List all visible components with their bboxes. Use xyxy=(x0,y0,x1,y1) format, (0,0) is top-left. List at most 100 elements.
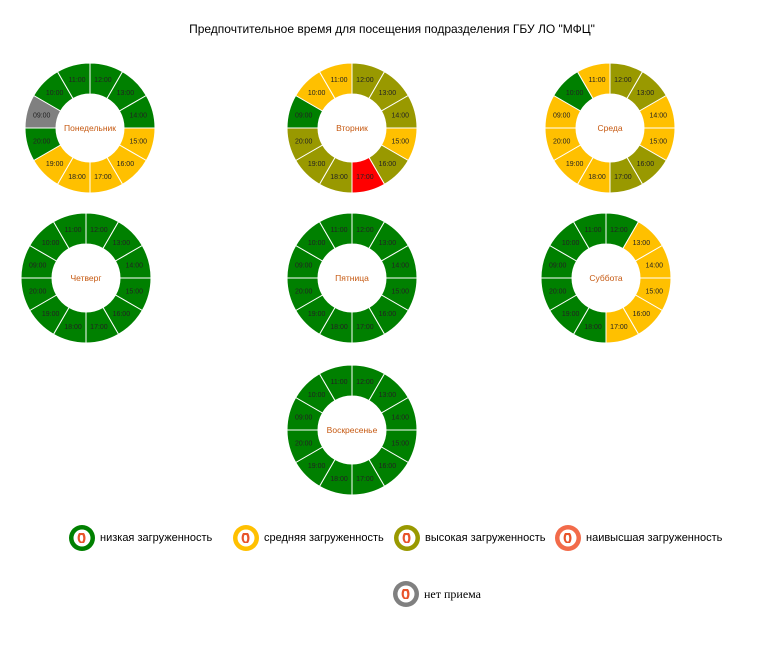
hour-label-2-2000: 20:00 xyxy=(295,138,313,145)
hour-label-6-1300: 13:00 xyxy=(633,240,651,247)
legend-item-closed: нет приема xyxy=(392,580,481,608)
hour-label-5-1300: 13:00 xyxy=(379,240,397,247)
hour-label-4-1900: 19:00 xyxy=(42,311,60,318)
hour-label-7-1100: 11:00 xyxy=(331,379,348,386)
hour-label-5-1400: 14:00 xyxy=(392,263,410,270)
hour-label-4-1600: 16:00 xyxy=(113,311,131,318)
hour-label-4-2000: 20:00 xyxy=(29,288,47,295)
hour-label-7-1900: 19:00 xyxy=(308,463,326,470)
hour-label-3-1700: 17:00 xyxy=(614,174,632,181)
hour-label-6-1800: 18:00 xyxy=(584,324,602,331)
hour-label-5-1600: 16:00 xyxy=(379,311,397,318)
hour-label-7-1500: 15:00 xyxy=(392,440,410,447)
donut-chart-2: 12:00 13:00 14:00 15:00 16:00 17:00 18:00 19:00… xyxy=(286,62,418,194)
chart-title: Предпочтительное время для посещения под… xyxy=(189,22,595,36)
hour-label-1-1500: 15:00 xyxy=(130,138,148,145)
segment-2-1100 xyxy=(318,62,353,100)
hour-label-6-1000: 10:00 xyxy=(562,240,580,247)
hour-label-3-0900: 09:00 xyxy=(553,113,571,120)
hour-label-5-1000: 10:00 xyxy=(308,240,326,247)
hour-label-6-0900: 09:00 xyxy=(549,263,567,270)
hour-label-7-1800: 18:00 xyxy=(330,476,348,483)
hour-label-5-1700: 17:00 xyxy=(356,324,374,331)
hour-label-3-1400: 14:00 xyxy=(650,113,668,120)
segment-7-1100 xyxy=(318,364,353,402)
hour-label-5-1900: 19:00 xyxy=(308,311,326,318)
hour-label-1-0900: 09:00 xyxy=(33,113,51,120)
hour-label-4-1700: 17:00 xyxy=(90,324,108,331)
hour-label-3-2000: 20:00 xyxy=(553,138,571,145)
day-label-5: Пятница xyxy=(335,273,369,283)
hour-label-6-2000: 20:00 xyxy=(549,288,567,295)
hour-label-7-1400: 14:00 xyxy=(392,415,410,422)
hour-label-1-1000: 10:00 xyxy=(46,90,64,97)
hour-label-2-1800: 18:00 xyxy=(330,174,348,181)
donut-chart-1: 12:00 13:00 14:00 15:00 16:00 17:00 18:00 19:00… xyxy=(24,62,156,194)
legend-item-low: низкая загруженность xyxy=(68,524,212,552)
hour-label-4-0900: 09:00 xyxy=(29,263,47,270)
hour-label-1-1600: 16:00 xyxy=(117,161,135,168)
hour-label-3-1500: 15:00 xyxy=(650,138,668,145)
hour-label-7-0900: 09:00 xyxy=(295,415,313,422)
hour-label-4-1000: 10:00 xyxy=(42,240,60,247)
hour-label-5-1500: 15:00 xyxy=(392,288,410,295)
hour-label-2-1300: 13:00 xyxy=(379,90,397,97)
hour-label-4-1100: 11:00 xyxy=(65,227,82,234)
donut-chart-3: 12:00 13:00 14:00 15:00 16:00 17:00 18:00 19:00… xyxy=(544,62,676,194)
donut-chart-5: 12:00 13:00 14:00 15:00 16:00 17:00 18:00 19:00… xyxy=(286,212,418,344)
legend-label-medium: средняя загруженность xyxy=(264,532,384,544)
hour-label-2-1000: 10:00 xyxy=(308,90,326,97)
hour-label-5-1200: 12:00 xyxy=(356,227,374,234)
hour-label-6-1500: 15:00 xyxy=(646,288,664,295)
legend-item-highest: наивысшая загруженность xyxy=(554,524,722,552)
hour-label-6-1100: 11:00 xyxy=(585,227,602,234)
segment-4-1100 xyxy=(52,212,87,250)
hour-label-6-1400: 14:00 xyxy=(646,263,664,270)
hour-label-2-1500: 15:00 xyxy=(392,138,410,145)
hour-label-4-1800: 18:00 xyxy=(64,324,82,331)
day-label-6: Суббота xyxy=(589,273,623,283)
hour-label-4-1300: 13:00 xyxy=(113,240,131,247)
donut-chart-7: 12:00 13:00 14:00 15:00 16:00 17:00 18:00 19:00… xyxy=(286,364,418,496)
legend-item-high: высокая загруженность xyxy=(393,524,545,552)
hour-label-7-2000: 20:00 xyxy=(295,440,313,447)
hour-label-3-1800: 18:00 xyxy=(588,174,606,181)
hour-label-5-2000: 20:00 xyxy=(295,288,313,295)
legend-item-medium: средняя загруженность xyxy=(232,524,384,552)
hour-label-7-1600: 16:00 xyxy=(379,463,397,470)
hour-label-7-1300: 13:00 xyxy=(379,392,397,399)
day-label-2: Вторник xyxy=(336,123,368,133)
day-label-4: Четверг xyxy=(71,273,102,283)
segment-6-1100 xyxy=(572,212,607,250)
hour-label-2-1600: 16:00 xyxy=(379,161,397,168)
hour-label-2-1900: 19:00 xyxy=(308,161,326,168)
hour-label-5-0900: 09:00 xyxy=(295,263,313,270)
hour-label-4-1200: 12:00 xyxy=(90,227,108,234)
hour-label-1-1300: 13:00 xyxy=(117,90,135,97)
hour-label-1-2000: 20:00 xyxy=(33,138,51,145)
segment-5-1100 xyxy=(318,212,353,250)
legend-icon-low xyxy=(69,525,95,551)
segment-3-1100 xyxy=(576,62,611,100)
hour-label-3-1300: 13:00 xyxy=(637,90,655,97)
hour-label-3-1600: 16:00 xyxy=(637,161,655,168)
legend-label-closed: нет приема xyxy=(424,586,481,601)
legend-label-highest: наивысшая загруженность xyxy=(586,532,723,544)
legend-icon-high xyxy=(394,525,420,551)
hour-label-2-1200: 12:00 xyxy=(356,77,374,84)
hour-label-2-1700: 17:00 xyxy=(356,174,374,181)
hour-label-1-1700: 17:00 xyxy=(94,174,112,181)
day-label-3: Среда xyxy=(597,123,622,133)
hour-label-2-1100: 11:00 xyxy=(331,77,348,84)
hour-label-1-1800: 18:00 xyxy=(68,174,86,181)
hour-label-5-1100: 11:00 xyxy=(331,227,348,234)
donut-chart-6: 12:00 13:00 14:00 15:00 16:00 17:00 18:00 19:00… xyxy=(540,212,672,344)
legend-icon-highest xyxy=(555,525,581,551)
hour-label-6-1200: 12:00 xyxy=(610,227,628,234)
hour-label-4-1400: 14:00 xyxy=(126,263,144,270)
day-label-7: Воскресенье xyxy=(327,425,378,435)
mfc-logo-inner xyxy=(79,535,84,542)
day-label-1: Понедельник xyxy=(64,123,116,133)
hour-label-1-1100: 11:00 xyxy=(69,77,86,84)
